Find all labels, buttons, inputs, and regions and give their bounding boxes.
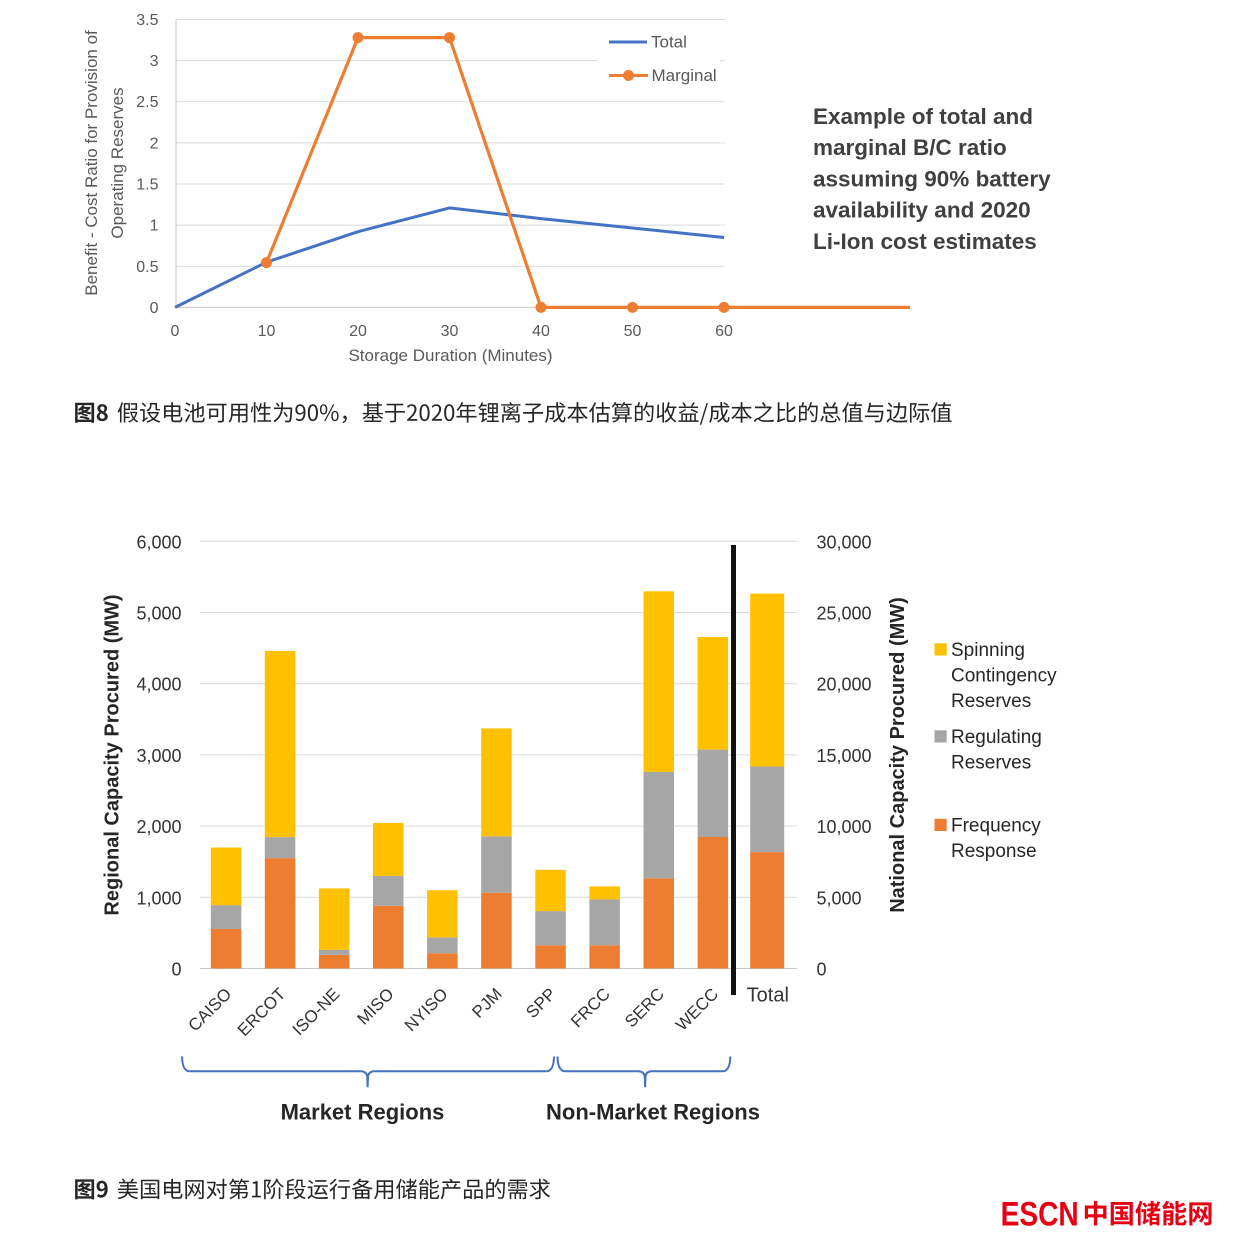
svg-text:Total: Total — [651, 33, 687, 52]
svg-text:Example of total and: Example of total and — [813, 104, 1033, 129]
svg-text:FRCC: FRCC — [567, 984, 614, 1031]
svg-text:20: 20 — [349, 323, 367, 340]
svg-text:Frequency: Frequency — [951, 815, 1041, 836]
svg-text:WECC: WECC — [672, 984, 722, 1034]
svg-text:60: 60 — [715, 323, 733, 340]
svg-text:6,000: 6,000 — [136, 532, 181, 552]
svg-text:Response: Response — [951, 841, 1037, 862]
svg-text:0: 0 — [171, 960, 181, 980]
svg-text:3: 3 — [150, 53, 159, 70]
svg-text:4,000: 4,000 — [136, 675, 181, 695]
svg-text:assuming 90% battery: assuming 90% battery — [813, 166, 1051, 191]
svg-text:0: 0 — [171, 323, 180, 340]
svg-text:marginal B/C ratio: marginal B/C ratio — [813, 135, 1007, 160]
svg-text:1: 1 — [150, 218, 159, 235]
svg-text:Regulating: Regulating — [951, 727, 1042, 748]
svg-text:25,000: 25,000 — [817, 604, 872, 624]
svg-text:Reserves: Reserves — [951, 752, 1031, 773]
svg-text:availability and 2020: availability and 2020 — [813, 198, 1031, 223]
svg-text:PJM: PJM — [468, 984, 505, 1021]
svg-text:2,000: 2,000 — [136, 817, 181, 837]
svg-text:Market Regions: Market Regions — [281, 1100, 445, 1125]
svg-text:1,000: 1,000 — [136, 888, 181, 908]
svg-text:SERC: SERC — [621, 984, 668, 1031]
svg-text:15,000: 15,000 — [817, 746, 872, 766]
svg-text:MISO: MISO — [353, 984, 397, 1028]
svg-text:SPP: SPP — [522, 984, 559, 1021]
svg-text:40: 40 — [532, 323, 550, 340]
svg-text:30,000: 30,000 — [817, 532, 872, 552]
svg-text:ERCOT: ERCOT — [234, 984, 290, 1040]
svg-text:ESCN: ESCN — [1001, 1195, 1079, 1233]
svg-text:Marginal: Marginal — [652, 66, 717, 85]
svg-text:NYISO: NYISO — [401, 984, 452, 1035]
svg-text:Total: Total — [747, 985, 789, 1007]
svg-text:10: 10 — [258, 323, 276, 340]
svg-text:3,000: 3,000 — [136, 746, 181, 766]
svg-text:Non-Market Regions: Non-Market Regions — [546, 1100, 760, 1125]
svg-text:3.5: 3.5 — [136, 12, 158, 29]
svg-text:ISO-NE: ISO-NE — [289, 984, 344, 1039]
svg-text:Spinning: Spinning — [951, 640, 1025, 661]
svg-text:20,000: 20,000 — [817, 675, 872, 695]
svg-text:10,000: 10,000 — [817, 817, 872, 837]
svg-text:5,000: 5,000 — [136, 604, 181, 624]
svg-text:Regional Capacity Procured (MW: Regional Capacity Procured (MW) — [102, 594, 124, 915]
svg-text:0: 0 — [817, 960, 827, 980]
svg-text:0: 0 — [150, 300, 159, 317]
svg-text:1.5: 1.5 — [136, 177, 158, 194]
svg-text:5,000: 5,000 — [817, 888, 862, 908]
svg-text:2: 2 — [150, 135, 159, 152]
svg-text:2.5: 2.5 — [136, 94, 158, 111]
svg-text:National Capacity Procured (MW: National Capacity Procured (MW) — [887, 597, 909, 913]
svg-text:0.5: 0.5 — [136, 259, 158, 276]
svg-text:Storage Duration (Minutes): Storage Duration (Minutes) — [348, 346, 552, 365]
svg-text:Benefit - Cost Ratio for Provi: Benefit - Cost Ratio for Provision of — [82, 30, 101, 296]
svg-text:30: 30 — [441, 323, 459, 340]
svg-text:Li-Ion cost estimates: Li-Ion cost estimates — [813, 229, 1037, 254]
svg-text:Operating Reserves: Operating Reserves — [108, 87, 127, 238]
svg-text:CAISO: CAISO — [184, 984, 235, 1035]
svg-text:50: 50 — [624, 323, 642, 340]
svg-text:Reserves: Reserves — [951, 691, 1031, 712]
svg-text:Contingency: Contingency — [951, 665, 1057, 686]
